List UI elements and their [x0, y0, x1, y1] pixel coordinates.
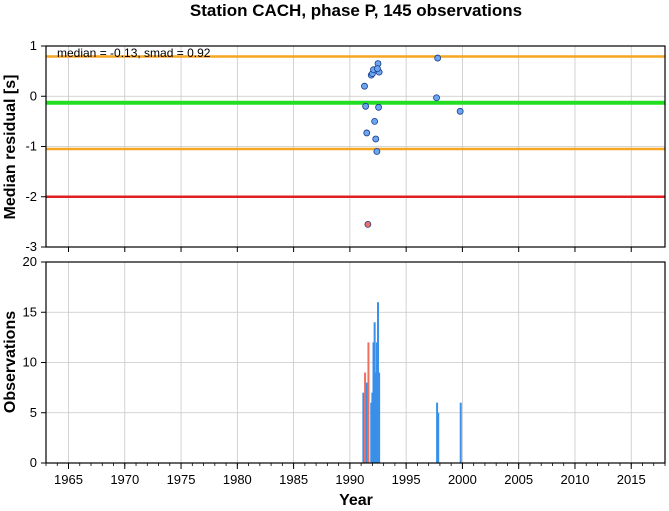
residual-point	[373, 148, 381, 155]
observation-bar	[365, 382, 368, 463]
residual-point	[434, 54, 442, 62]
observations-y-ticks: 0 5 10 15 20	[23, 254, 46, 470]
year-tick-label: 1965	[54, 472, 83, 487]
observation-bar	[372, 342, 375, 463]
residual-y-ticks: -3 -2 -1 0 1	[25, 38, 46, 254]
year-x-ticks: 1965 1970 1975 1980 1985 1990 1995 2000 2005 2010…	[54, 463, 646, 487]
year-tick-label: 2000	[448, 472, 477, 487]
year-tick-label: 1975	[167, 472, 196, 487]
observations-y-tick-label: 0	[30, 455, 37, 470]
median-smad-annotation: median = -0.13, smad = 0.92	[57, 46, 211, 60]
observation-bar	[364, 372, 367, 463]
observation-bar	[370, 402, 373, 463]
observations-y-tick-label: 20	[23, 254, 37, 269]
residual-points	[361, 54, 464, 228]
residual-point	[374, 65, 381, 73]
observation-bar	[437, 412, 440, 463]
observation-bar	[374, 372, 377, 463]
residual-point	[364, 220, 372, 228]
residual-point	[433, 94, 440, 102]
observations-y-tick-label: 5	[30, 405, 37, 420]
residual-point	[371, 117, 379, 125]
observation-bar	[377, 302, 380, 463]
year-tick-label: 2005	[504, 472, 533, 487]
year-tick-label: 1970	[110, 472, 139, 487]
residual-y-tick-label: -1	[25, 139, 37, 154]
residual-point	[361, 82, 368, 90]
residual-point	[362, 102, 370, 110]
observations-y-tick-label: 15	[23, 304, 37, 319]
observation-bar	[436, 402, 439, 463]
residual-reference-lines	[46, 55, 665, 198]
observation-bar	[371, 392, 374, 463]
residual-panel: -3 -2 -1 0 1 median = -0.13, smad = 0.92 Med…	[2, 38, 666, 254]
observations-y-tick-label: 10	[23, 355, 37, 370]
year-tick-label: 2015	[617, 472, 646, 487]
residual-y-tick-label: 1	[30, 38, 37, 53]
observation-bar	[378, 372, 381, 463]
residual-y-tick-label: -2	[25, 189, 37, 204]
observations-gridlines	[45, 261, 666, 466]
year-tick-label: 2010	[561, 472, 590, 487]
year-axis-title: Year	[339, 492, 373, 509]
observations-bars	[362, 302, 462, 463]
observation-bar	[459, 402, 462, 463]
observation-bar	[362, 392, 365, 463]
year-tick-label: 1985	[279, 472, 308, 487]
residual-point	[375, 103, 382, 111]
residual-point	[363, 129, 371, 137]
residual-point	[456, 107, 464, 115]
observation-bar	[367, 342, 370, 463]
residual-y-tick-label: -3	[25, 239, 37, 254]
observation-bar	[373, 322, 376, 463]
year-tick-label: 1980	[223, 472, 252, 487]
chart-title: Station CACH, phase P, 145 observations	[190, 1, 522, 20]
year-tick-label: 1990	[335, 472, 364, 487]
residual-y-tick-label: 0	[30, 88, 37, 103]
observations-panel: 0 5 10 15 20 1965 1970 1975 1980 1985 1990 1995 200…	[2, 254, 666, 509]
residual-point	[372, 135, 380, 143]
year-tick-label: 1995	[392, 472, 421, 487]
observations-y-axis-title: Observations	[2, 311, 19, 413]
residual-y-axis-title: Median residual [s]	[2, 75, 19, 220]
observation-bar	[375, 342, 378, 463]
